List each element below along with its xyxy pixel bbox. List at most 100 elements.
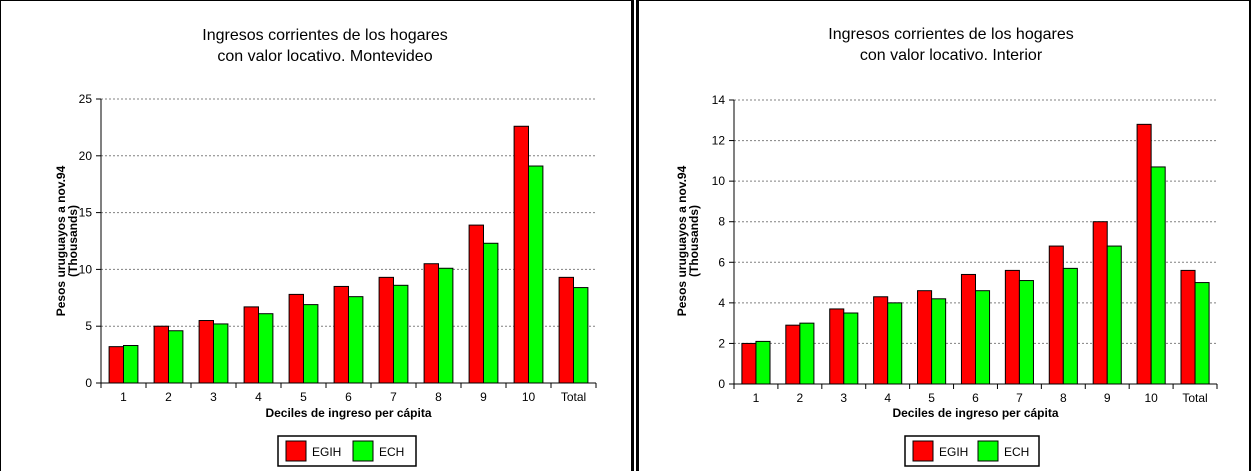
bar-egih: [1092, 221, 1108, 385]
legend-swatch-ech: [977, 440, 999, 462]
y-axis-unit-label: (Thousands): [66, 205, 80, 277]
bar-egih: [423, 263, 440, 384]
x-tick-label: 6: [972, 391, 979, 405]
bar-ech: [123, 345, 139, 384]
bar-egih: [873, 296, 889, 385]
y-tick-label: 25: [79, 92, 93, 106]
x-tick-label: Total: [561, 390, 586, 404]
bar-ech: [438, 267, 454, 384]
bar-ech: [213, 323, 229, 384]
bar-egih: [288, 293, 305, 384]
x-tick-label: 4: [884, 391, 891, 405]
chart-montevideo: Ingresos corrientes de los hogares con va…: [54, 27, 597, 467]
y-tick-label: 15: [79, 206, 93, 220]
legend-label-ech: ECH: [1004, 445, 1029, 459]
x-axis-label: Deciles de ingreso per cápita: [892, 406, 1058, 420]
legend-label-egih: EGIH: [312, 445, 341, 459]
y-axis-label: Pesos uruguayos a nov.94: [675, 165, 689, 316]
x-tick-label: 7: [1016, 391, 1023, 405]
bar-ech: [303, 304, 319, 384]
chart-title-line: con valor locativo. Interior: [860, 47, 1043, 64]
y-tick-label: 0: [718, 377, 725, 391]
bar-ech: [573, 287, 589, 384]
chart-panel-montevideo: Ingresos corrientes de los hogares con va…: [0, 0, 634, 471]
y-tick-label: 0: [85, 376, 92, 390]
y-tick-label: 20: [79, 149, 93, 163]
legend-swatch-egih: [912, 440, 934, 462]
bar-ech: [931, 298, 947, 385]
chart-interior: Ingresos corrientes de los hogares con va…: [675, 26, 1218, 467]
x-tick-label: 6: [345, 390, 352, 404]
chart-title-line: con valor locativo. Montevideo: [217, 48, 432, 65]
bar-egih: [829, 308, 845, 385]
bar-ech: [887, 302, 903, 385]
bar-egih: [468, 224, 485, 384]
bar-egih: [917, 290, 933, 385]
bar-egih: [1180, 269, 1196, 385]
bar-ech: [1062, 267, 1078, 385]
bar-ech: [528, 165, 544, 384]
y-tick-label: 10: [79, 262, 93, 276]
y-tick-label: 10: [712, 174, 726, 188]
y-tick-label: 8: [718, 215, 725, 229]
x-axis-label: Deciles de ingreso per cápita: [265, 406, 431, 420]
x-tick-label: 1: [753, 391, 760, 405]
bar-egih: [960, 273, 977, 385]
legend-swatch-ech: [352, 440, 374, 462]
bar-ech: [755, 340, 771, 385]
bar-egih: [198, 320, 215, 384]
bar-egih: [153, 325, 170, 384]
bar-egih: [741, 342, 757, 385]
bar-ech: [258, 313, 274, 384]
bar-ech: [1150, 166, 1166, 385]
y-tick-label: 4: [718, 296, 725, 310]
bar-egih: [1004, 269, 1020, 385]
bar-egih: [1048, 245, 1064, 385]
y-tick-label: 6: [718, 255, 725, 269]
bar-egih: [378, 276, 395, 384]
bar-egih: [243, 306, 260, 384]
chart-title-line: Ingresos corrientes de los hogares: [202, 27, 447, 44]
x-tick-label: 2: [797, 391, 804, 405]
bar-ech: [393, 284, 409, 384]
y-tick-label: 12: [712, 134, 726, 148]
x-tick-label: 8: [435, 390, 442, 404]
bar-ech: [168, 330, 184, 384]
bar-ech: [1018, 280, 1034, 385]
x-tick-label: 10: [1144, 391, 1158, 405]
x-tick-label: 5: [928, 391, 935, 405]
x-tick-label: 2: [165, 390, 172, 404]
bar-ech: [1106, 245, 1122, 385]
x-tick-label: 9: [480, 390, 487, 404]
x-tick-label: 3: [210, 390, 217, 404]
chart-panel-interior: Ingresos corrientes de los hogares con va…: [636, 0, 1251, 471]
x-tick-label: 5: [300, 390, 307, 404]
bar-egih: [558, 276, 574, 384]
chart-title-line: Ingresos corrientes de los hogares: [828, 26, 1073, 43]
bar-ech: [799, 322, 815, 385]
y-tick-label: 14: [712, 93, 726, 107]
legend-label-ech: ECH: [379, 445, 404, 459]
bar-egih: [1136, 123, 1152, 385]
bar-egih: [785, 324, 801, 385]
y-tick-label: 2: [718, 336, 725, 350]
x-tick-label: 1: [120, 390, 127, 404]
y-axis-label: Pesos uruguayos a nov.94: [54, 165, 68, 316]
x-tick-label: 4: [255, 390, 262, 404]
bar-ech: [348, 296, 364, 384]
bar-ech: [843, 312, 859, 385]
x-tick-label: 9: [1104, 391, 1111, 405]
x-tick-label: 8: [1060, 391, 1067, 405]
legend-label-egih: EGIH: [939, 445, 968, 459]
x-tick-label: Total: [1182, 391, 1207, 405]
bar-egih: [108, 346, 124, 384]
bar-ech: [483, 242, 499, 384]
bar-ech: [975, 290, 991, 385]
bar-egih: [333, 285, 350, 384]
bar-ech: [1194, 282, 1210, 385]
legend-swatch-egih: [285, 440, 307, 462]
y-axis-unit-label: (Thousands): [687, 205, 701, 277]
x-tick-label: 7: [390, 390, 397, 404]
y-tick-label: 5: [85, 319, 92, 333]
bar-egih: [513, 125, 529, 384]
